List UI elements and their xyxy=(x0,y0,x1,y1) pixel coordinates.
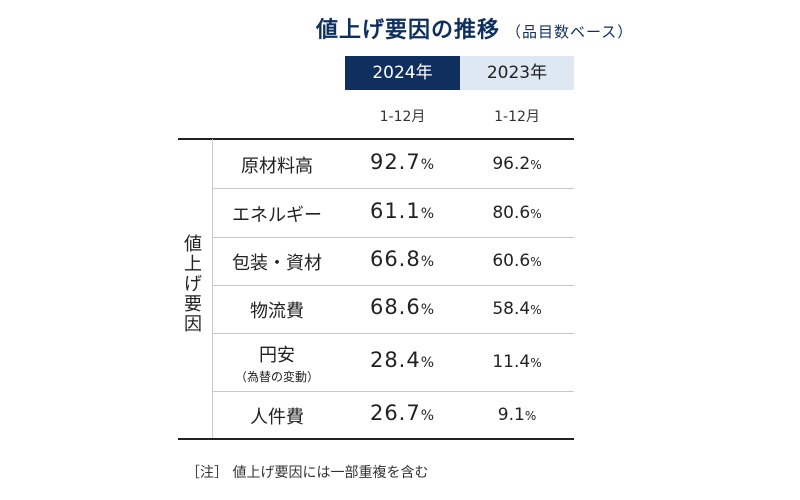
period-label-2024: 1-12月 xyxy=(379,109,426,125)
table-row: 包装・資材 66.8% 60.6% xyxy=(212,237,574,285)
value-2023-unit: % xyxy=(530,303,542,317)
group-label-char: 因 xyxy=(184,314,202,335)
chart-title: 値上げ要因の推移 （品目数ベース） xyxy=(316,12,633,44)
row-divider xyxy=(212,188,574,189)
subtitle-text: （品目数ベース） xyxy=(506,23,634,41)
value-2023-number: 80.6 xyxy=(492,203,531,223)
table-bottom-rule xyxy=(178,438,574,440)
row-divider xyxy=(212,391,574,392)
group-divider xyxy=(212,139,213,438)
value-2023-unit: % xyxy=(530,158,542,172)
value-2023: 60.6% xyxy=(460,251,574,271)
column-header-2024: 2024年 xyxy=(345,56,460,90)
value-2023: 9.1% xyxy=(460,405,574,425)
value-2023: 58.4% xyxy=(460,299,574,319)
group-label-char: げ xyxy=(184,274,202,295)
row-divider xyxy=(212,333,574,334)
row-label-note: （為替の変動） xyxy=(234,370,319,384)
row-label: エネルギー xyxy=(212,201,342,227)
value-2024-number: 92.7 xyxy=(369,150,421,174)
group-label-char: 値 xyxy=(184,234,202,255)
row-label: 包装・資材 xyxy=(212,249,342,275)
value-2024-unit: % xyxy=(420,408,436,424)
value-2023-number: 11.4 xyxy=(492,352,531,372)
row-label: 人件費 xyxy=(212,403,342,429)
row-label: 円安 （為替の変動） xyxy=(212,341,342,385)
table-row: 物流費 68.6% 58.4% xyxy=(212,285,574,333)
row-label-text: 包装・資材 xyxy=(232,253,322,274)
value-2024-unit: % xyxy=(420,206,436,222)
value-2023-number: 60.6 xyxy=(492,251,531,271)
value-2024: 92.7% xyxy=(345,150,460,174)
value-2024: 28.4% xyxy=(345,348,460,372)
value-2024-number: 68.6 xyxy=(369,295,421,319)
value-2024-number: 66.8 xyxy=(369,247,421,271)
value-2024-unit: % xyxy=(420,355,436,371)
value-2024-number: 26.7 xyxy=(369,401,421,425)
group-label: 値上げ要因 xyxy=(178,235,208,335)
value-2024-unit: % xyxy=(420,302,436,318)
table-row: エネルギー 61.1% 80.6% xyxy=(212,188,574,237)
table-row: 人件費 26.7% 9.1% xyxy=(212,391,574,438)
row-divider xyxy=(212,237,574,238)
row-label: 原材料高 xyxy=(212,152,342,178)
footnote: ［注］ 値上げ要因には一部重複を含む xyxy=(186,465,429,481)
value-2023-unit: % xyxy=(530,255,542,269)
table-row: 円安 （為替の変動） 28.4% 11.4% xyxy=(212,333,574,391)
group-label-char: 要 xyxy=(184,294,202,315)
value-2024-unit: % xyxy=(420,157,436,173)
value-2024-number: 61.1 xyxy=(369,199,421,223)
value-2024: 61.1% xyxy=(345,199,460,223)
row-label-text: エネルギー xyxy=(232,205,322,226)
group-label-char: 上 xyxy=(184,254,202,275)
value-2023-number: 9.1 xyxy=(497,405,525,425)
table-row: 原材料高 92.7% 96.2% xyxy=(212,139,574,188)
period-label-2023: 1-12月 xyxy=(494,109,540,125)
row-divider xyxy=(212,285,574,286)
value-2024-unit: % xyxy=(420,254,436,270)
value-2024-number: 28.4 xyxy=(369,348,421,372)
value-2023-number: 96.2 xyxy=(492,154,531,174)
value-2023-unit: % xyxy=(524,409,537,423)
table-top-rule xyxy=(178,138,574,140)
value-2024: 66.8% xyxy=(345,247,460,271)
value-2023-unit: % xyxy=(530,207,542,221)
value-2024: 68.6% xyxy=(345,295,460,319)
value-2023-number: 58.4 xyxy=(492,299,531,319)
value-2023: 80.6% xyxy=(460,203,574,223)
title-text: 値上げ要因の推移 xyxy=(316,18,501,43)
row-label: 物流費 xyxy=(212,297,342,323)
column-header-2023: 2023年 xyxy=(460,56,574,90)
value-2023-unit: % xyxy=(530,356,542,370)
row-label-text: 円安 xyxy=(259,345,295,366)
value-2024: 26.7% xyxy=(345,401,460,425)
row-label-text: 物流費 xyxy=(250,301,304,322)
row-label-text: 人件費 xyxy=(250,407,304,428)
value-2023: 96.2% xyxy=(460,154,574,174)
row-label-text: 原材料高 xyxy=(241,156,313,177)
value-2023: 11.4% xyxy=(460,352,574,372)
